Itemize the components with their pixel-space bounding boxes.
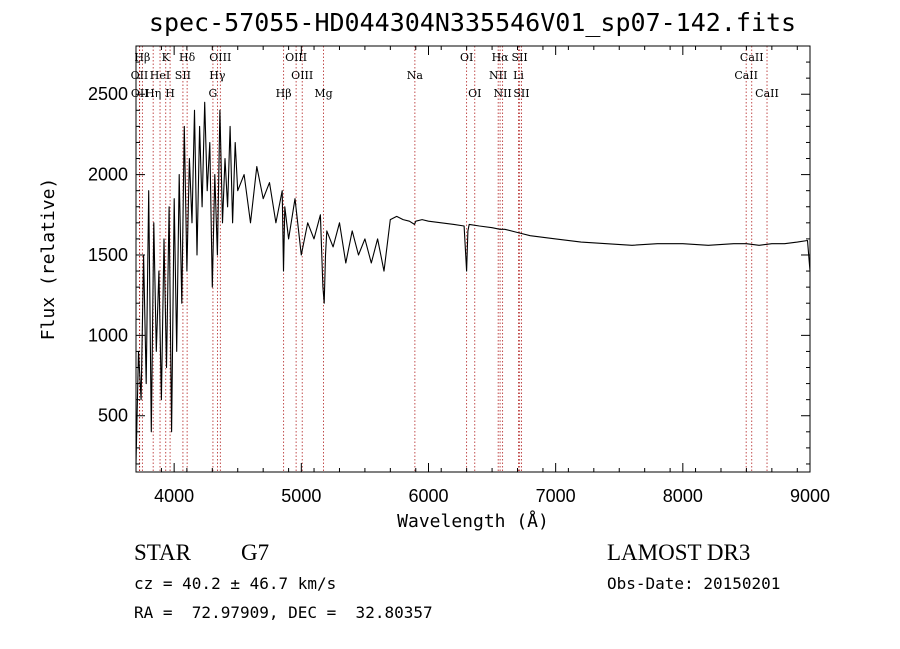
line-marker-label: OI xyxy=(468,87,481,100)
line-marker-label: H xyxy=(165,87,175,100)
axes: 4000 5000 6000 7000 8000 9000 500 1000 1500 2000 2… xyxy=(88,46,830,506)
line-marker-label: Hα xyxy=(492,51,510,64)
survey-name: LAMOST DR3 xyxy=(607,540,751,565)
line-markers xyxy=(139,46,768,472)
object-class: STAR xyxy=(134,540,191,565)
x-tick-label: 7000 xyxy=(536,486,576,506)
coordinates: RA = 72.97909, DEC = 32.80357 xyxy=(134,603,433,622)
line-marker-label: OII xyxy=(131,87,149,100)
object-subclass: G7 xyxy=(241,540,270,565)
x-tick-label: 4000 xyxy=(154,486,194,506)
line-marker-label: CaII xyxy=(755,87,779,100)
line-marker-label: Mg xyxy=(314,87,332,100)
line-marker-label: Hβ xyxy=(134,51,150,64)
line-marker-label: NII xyxy=(493,87,511,100)
line-marker-label: K xyxy=(162,51,171,64)
line-marker-label: SII xyxy=(513,87,529,100)
y-tick-label: 500 xyxy=(98,406,128,426)
y-tick-label: 1500 xyxy=(88,245,128,265)
line-marker-label: Hδ xyxy=(179,51,196,64)
line-marker-label: HeI xyxy=(150,69,170,82)
line-marker-label: OIII xyxy=(209,51,231,64)
y-tick-label: 2000 xyxy=(88,165,128,185)
line-marker-label: Hβ xyxy=(276,87,292,100)
line-marker-label: OIII xyxy=(291,69,313,82)
line-marker-label: SII xyxy=(175,69,191,82)
obs-date: Obs-Date: 20150201 xyxy=(607,574,781,593)
data-layer xyxy=(135,101,811,465)
redshift-cz: cz = 40.2 ± 46.7 km/s xyxy=(134,574,337,593)
line-marker-label: SII xyxy=(512,51,528,64)
x-tick-label: 9000 xyxy=(790,486,830,506)
line-marker-label: G xyxy=(209,87,218,100)
line-marker-label: Na xyxy=(407,69,424,82)
line-marker-label: Hη xyxy=(145,87,161,100)
line-marker-label: Li xyxy=(513,69,524,82)
page-title: spec-57055-HD044304N335546V01_sp07-142.f… xyxy=(148,8,797,37)
plot-frame xyxy=(135,45,811,473)
x-axis-label: Wavelength (Å) xyxy=(397,510,549,532)
line-marker-label: OI xyxy=(460,51,473,64)
line-marker-label: Hγ xyxy=(209,69,226,82)
y-axis-label: Flux (relative) xyxy=(38,178,59,341)
line-marker-label: OII xyxy=(131,69,149,82)
y-tick-label: 1000 xyxy=(88,325,128,345)
x-tick-label: 6000 xyxy=(408,486,448,506)
x-tick-label: 8000 xyxy=(663,486,703,506)
line-marker-label: CaII xyxy=(734,69,758,82)
y-tick-label: 2500 xyxy=(88,84,128,104)
line-marker-label: OIII xyxy=(285,51,307,64)
x-tick-label: 5000 xyxy=(281,486,321,506)
spectrum-line xyxy=(135,101,811,465)
line-marker-label: NII xyxy=(489,69,507,82)
line-marker-label: CaII xyxy=(740,51,764,64)
